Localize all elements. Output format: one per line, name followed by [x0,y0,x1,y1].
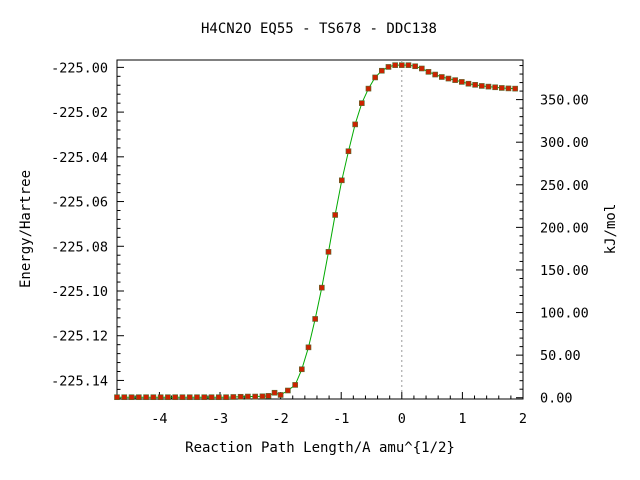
y-tick-label: -225.10 [51,284,108,300]
data-point [332,212,338,218]
data-point [252,393,258,400]
data-point [312,316,318,322]
data-point [345,148,352,155]
data-point [121,394,128,401]
plot-frame [116,59,524,400]
data-point [498,85,505,91]
data-point [237,393,244,400]
plot-area [114,59,524,401]
data-point [114,394,120,401]
data-point [216,394,222,401]
data-point [277,392,284,398]
y2-tick-label: 300.00 [540,135,589,151]
data-point [319,284,325,291]
data-point [452,77,458,83]
data-point [265,393,272,399]
y2-tick-label: 150.00 [540,263,589,279]
x-tick-label: -1 [333,411,349,427]
data-point [478,83,485,89]
data-point [438,74,445,80]
data-point [392,62,398,68]
data-point [465,80,472,87]
data-point [419,65,425,72]
x-tick-label: 2 [519,411,527,427]
data-point [143,394,149,401]
data-point [245,393,251,400]
y-tick-label: -225.04 [51,150,108,166]
series-markers [114,62,518,401]
data-point [165,394,171,401]
data-point [325,249,332,255]
data-point [285,387,291,394]
x-tick-label: 0 [398,411,406,427]
data-point [305,344,312,351]
x-tick-label: -3 [212,411,228,427]
y2-tick-label: 100.00 [540,306,589,322]
x-tick-label: -4 [151,411,167,427]
data-point [299,366,305,373]
y-tick-label: -225.02 [51,105,108,121]
data-point [379,67,385,74]
data-point [230,394,237,400]
y2-tick-label: 0.00 [540,391,573,407]
data-point [352,121,358,128]
data-point [136,394,142,401]
x-axis-label: Reaction Path Length/A amu^{1/2} [185,440,455,456]
data-point [150,394,157,401]
data-point [271,389,278,396]
y-tick-label: -225.06 [51,195,108,211]
series-line [117,64,516,398]
y-tick-label: -225.08 [51,239,108,255]
data-point [512,85,518,92]
data-point [485,83,492,90]
y-tick-label: -225.12 [51,329,108,345]
data-point [385,64,392,70]
data-point [458,79,465,85]
data-point [194,394,200,401]
y-tick-label: -225.14 [51,373,108,389]
data-point [432,71,438,78]
y2-tick-label: 50.00 [540,348,581,364]
y2-tick-label: 200.00 [540,220,589,236]
data-point [339,177,345,184]
data-point [365,85,372,92]
data-point [412,63,418,70]
y2-axis-label: kJ/mol [603,204,619,255]
x-tick-label: 1 [458,411,466,427]
y2-tick-label: 350.00 [540,93,589,109]
x-tick-label: -2 [272,411,288,427]
data-point [425,69,432,75]
axis-ticks [117,65,524,399]
y2-tick-label: 250.00 [540,178,589,194]
data-point [186,394,193,401]
chart-title: H4CN2O EQ55 - TS678 - DDC138 [201,21,437,37]
data-point [223,394,229,401]
data-point [372,74,378,81]
data-point [399,62,405,68]
data-point [157,394,164,401]
data-point [179,394,186,401]
data-point [201,394,208,401]
data-point [492,84,498,91]
data-point [445,75,452,82]
data-point [405,62,412,68]
data-point [128,394,135,401]
y-tick-label: -225.00 [51,60,108,76]
data-point [172,394,178,401]
data-point [472,82,478,88]
data-point [292,382,298,388]
data-point [208,394,215,401]
data-point [359,100,365,106]
tick-labels: -4 -3 -2 -1 0 1 2 -225.00 -225.02 -225.04 -225.06 -… [51,60,589,427]
data-point [505,85,512,92]
data-point [259,393,266,400]
y-axis-label: Energy/Hartree [18,170,34,288]
